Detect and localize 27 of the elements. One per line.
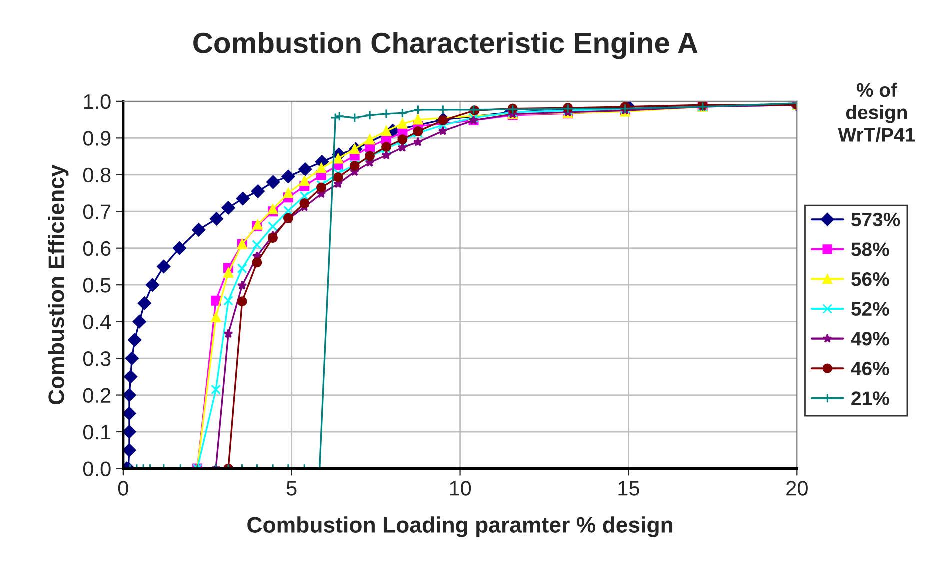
legend-label: 21% bbox=[852, 392, 890, 406]
y-tick-label: 0.0 bbox=[83, 462, 111, 476]
y-tick-label: 0.4 bbox=[83, 314, 112, 330]
x-tick-label: 10 bbox=[450, 481, 472, 496]
x-tick-label: 15 bbox=[618, 481, 640, 496]
y-tick-label: 0.6 bbox=[83, 241, 111, 256]
x-axis-title: Combustion Loading paramter % design bbox=[248, 516, 673, 538]
x-tick-label: 0 bbox=[118, 481, 128, 496]
chart-title: Combustion Characteristic Engine A bbox=[194, 32, 698, 60]
y-tick-label: 0.1 bbox=[83, 425, 111, 440]
legend-label: 46% bbox=[851, 362, 890, 376]
y-tick-label: 0.3 bbox=[83, 352, 111, 366]
y-tick-label: 0.2 bbox=[83, 388, 111, 404]
y-tick-label: 0.7 bbox=[83, 204, 111, 220]
y-axis-title: Combustion Efficiency bbox=[48, 164, 69, 405]
x-tick-label: 5 bbox=[286, 481, 297, 496]
legend-label: 52% bbox=[852, 302, 890, 316]
legend-label: 58% bbox=[852, 242, 890, 256]
y-tick-label: 0.5 bbox=[83, 278, 111, 293]
legend-label: 573% bbox=[852, 212, 900, 227]
legend-label: 49% bbox=[851, 332, 890, 346]
legend-title: % of design WrT/P41 bbox=[838, 82, 916, 142]
y-tick-label: 0.9 bbox=[83, 131, 111, 146]
y-tick-label: 0.8 bbox=[83, 168, 111, 183]
legend-label: 56% bbox=[852, 272, 890, 286]
y-tick-label: 1.0 bbox=[84, 94, 111, 110]
x-tick-label: 20 bbox=[786, 481, 808, 496]
